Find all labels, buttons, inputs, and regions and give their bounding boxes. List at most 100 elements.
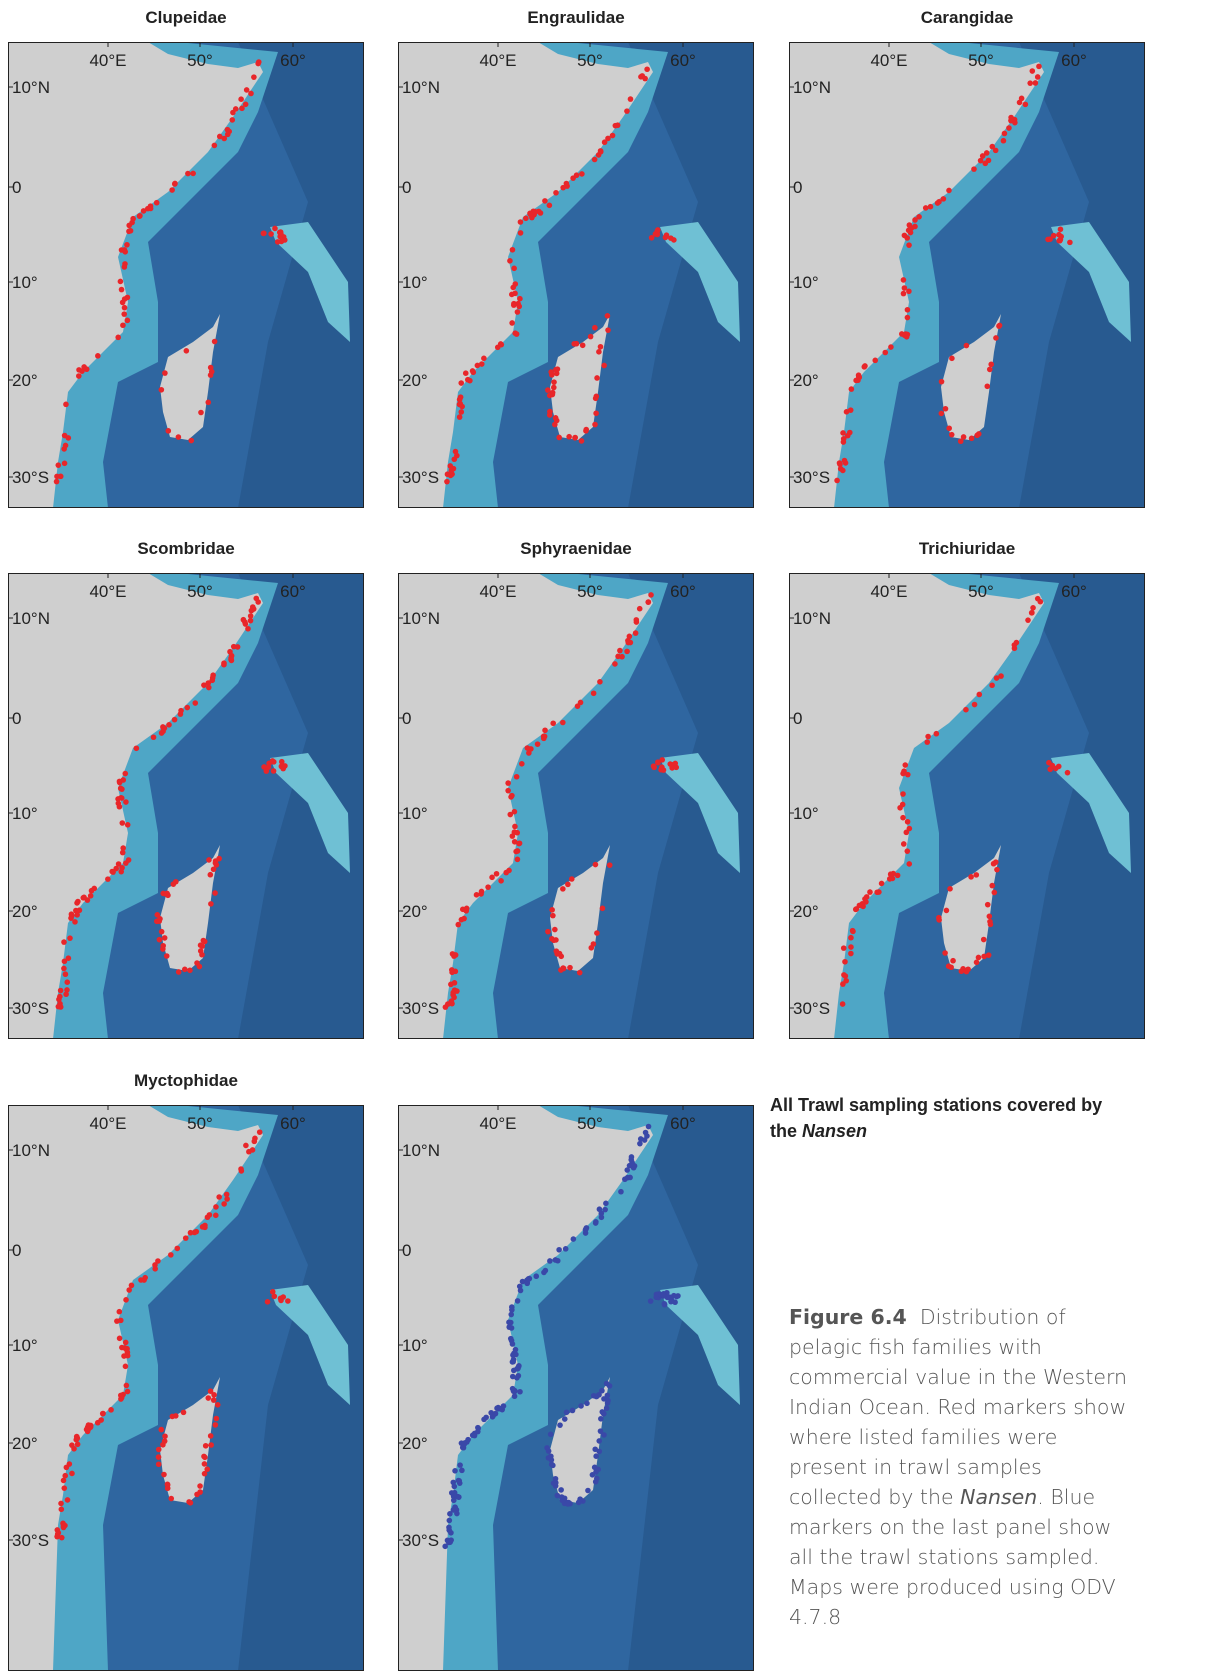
station-marker [660,1292,666,1298]
station-marker [252,1139,258,1145]
station-marker [989,883,995,889]
station-marker [560,720,566,726]
station-marker [75,899,81,905]
station-marker [162,370,168,376]
station-marker [605,313,611,319]
station-marker [985,902,991,908]
station-marker [1012,645,1018,651]
station-marker [567,965,573,971]
station-marker [578,1403,584,1409]
station-marker [906,861,912,867]
station-marker [837,460,843,466]
station-marker [591,690,597,696]
station-marker [172,717,178,723]
station-marker [166,722,172,728]
station-marker [519,761,525,767]
station-marker [648,1298,654,1304]
station-marker [202,1455,208,1461]
station-marker [183,1235,189,1241]
station-marker [662,1301,668,1307]
station-marker [988,362,994,368]
station-marker [217,134,223,140]
lon-label: 40°E [89,1114,126,1133]
station-marker [208,1442,214,1448]
station-marker [159,387,165,393]
lon-label: 50° [577,582,603,601]
station-marker [62,1473,68,1479]
panel-title: Trichiuridae [789,539,1145,559]
station-marker [155,1258,161,1264]
station-marker [570,1408,576,1414]
station-marker [511,302,517,308]
station-marker [458,394,464,400]
station-marker [566,1500,572,1506]
station-marker [905,332,911,338]
station-marker [115,335,121,341]
station-marker [250,1147,256,1153]
station-marker [566,434,572,440]
station-marker [176,969,182,975]
station-marker [593,1453,599,1459]
lat-label: 10°N [793,78,831,97]
station-marker [495,1405,501,1411]
station-marker [633,630,639,636]
station-marker [949,356,955,362]
station-marker [206,685,212,691]
station-marker [509,1338,515,1344]
station-marker [212,143,218,149]
station-marker [171,881,177,887]
station-marker [165,1481,171,1487]
station-marker [545,387,551,393]
station-marker [942,950,948,956]
station-marker [205,400,211,406]
station-marker [947,886,953,892]
station-marker [923,205,929,211]
station-marker [628,96,634,102]
station-marker [585,1488,591,1494]
station-marker [197,964,203,970]
station-marker [498,878,504,884]
station-marker [206,857,212,863]
station-marker [1058,226,1064,232]
station-marker [888,344,894,350]
station-marker [588,334,594,340]
station-marker [629,1154,635,1160]
map-panel: 40°E50°60°10°N010°20°30°S [398,42,754,508]
station-marker [515,848,521,854]
station-marker [230,110,236,116]
station-marker [637,606,643,612]
station-marker [901,768,907,774]
panel-title: Myctophidae [8,1071,364,1091]
station-marker [474,892,480,898]
station-marker [978,158,984,164]
station-marker [261,231,267,237]
station-marker [596,1438,602,1444]
station-marker [593,1469,599,1475]
lat-label: 20° [12,371,38,390]
station-marker [988,922,994,928]
station-marker [541,1270,547,1276]
lat-label: 30°S [793,468,830,487]
station-marker [941,196,947,202]
station-marker [557,951,563,957]
station-marker [458,409,464,415]
station-marker [250,604,256,610]
lon-label: 60° [670,51,696,70]
station-marker [215,1402,221,1408]
station-marker [205,1395,211,1401]
station-marker [119,786,125,792]
station-marker [64,987,70,993]
lon-label: 40°E [89,51,126,70]
station-marker [203,1443,209,1449]
lon-label: 60° [1061,51,1087,70]
lon-label: 60° [280,1114,306,1133]
station-marker [549,907,555,913]
lat-label: 10°N [12,78,50,97]
station-marker [971,166,977,172]
station-marker [989,144,995,150]
station-marker [597,679,603,685]
station-marker [849,386,855,392]
station-marker [984,150,990,156]
station-marker [874,889,880,895]
station-marker [117,1309,123,1315]
